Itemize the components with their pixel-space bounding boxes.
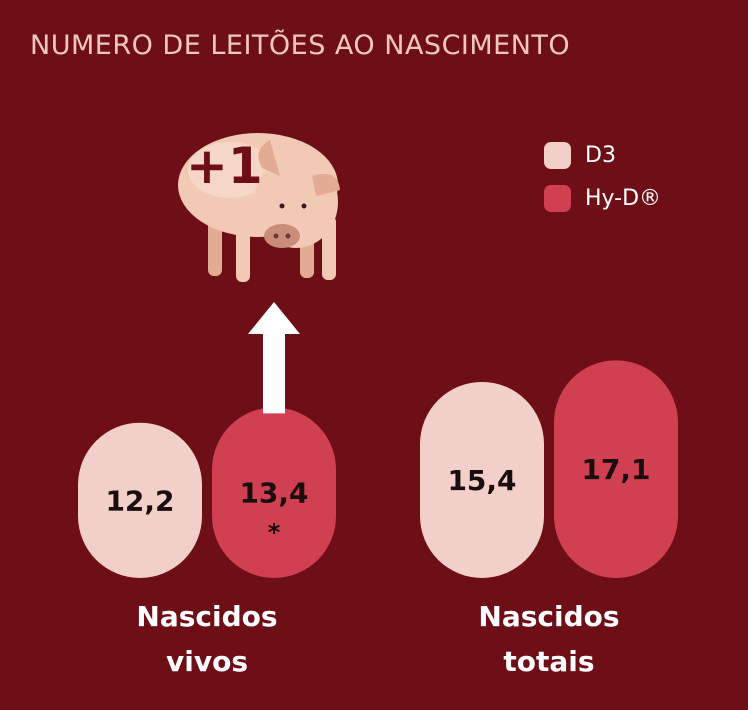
up-arrow-icon (248, 302, 300, 414)
bar-hy-d-nascidos-vivos (212, 407, 336, 578)
legend-swatch-hyd (544, 185, 571, 212)
value-label-hy-d-nascidos-totais: 17,1 (581, 453, 650, 486)
bar-d3-nascidos-totais (420, 381, 544, 578)
value-label-d3-nascidos-totais: 15,4 (447, 464, 516, 497)
bar-hy-d-nascidos-totais (554, 360, 678, 578)
significance-marker-hy-d-nascidos-vivos: * (268, 519, 281, 547)
chart-title: NUMERO DE LEITÕES AO NASCIMENTO (30, 30, 571, 61)
piglet-icon (178, 133, 340, 282)
category-label-nascidos-totais-line-2: totais (503, 645, 594, 678)
legend-swatch-d3 (544, 142, 571, 169)
value-label-hy-d-nascidos-vivos: 13,4 (239, 477, 308, 510)
bar-d3-nascidos-vivos (78, 422, 202, 578)
category-label-nascidos-vivos-line-2: vivos (166, 645, 248, 678)
legend-item-d3: D3 (544, 142, 616, 169)
value-label-d3-nascidos-vivos: 12,2 (105, 484, 174, 517)
legend-item-hyd: Hy-D® (544, 185, 661, 212)
plus-one-badge: +1 (186, 137, 263, 195)
category-label-nascidos-vivos-line-1: Nascidos (136, 600, 277, 633)
legend-label-d3: D3 (585, 143, 616, 168)
legend-label-hyd: Hy-D® (585, 186, 662, 211)
category-label-nascidos-totais-line-1: Nascidos (478, 600, 619, 633)
